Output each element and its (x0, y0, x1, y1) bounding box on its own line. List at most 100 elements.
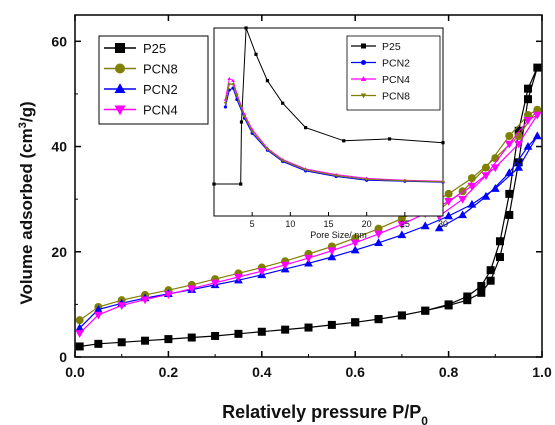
inset-legend-marker (360, 93, 367, 99)
inset-data-point (231, 78, 235, 82)
data-point (350, 239, 360, 248)
data-point (444, 189, 453, 198)
inset-data-point (231, 83, 235, 87)
data-point (117, 338, 126, 347)
data-point (458, 195, 468, 204)
inset-x-tick-label: 10 (285, 219, 295, 229)
data-point (257, 268, 267, 276)
data-point (211, 331, 220, 340)
data-point (481, 172, 491, 181)
main-plot: 0.0 0.2 0.4 0.6 0.8 1.0 0 20 40 60 (51, 14, 552, 380)
data-point (504, 140, 514, 149)
y-axis-label-main: Volume adsorbed (cm (17, 128, 36, 304)
data-point (397, 230, 407, 239)
data-point (467, 174, 476, 183)
inset-legend-label: P25 (382, 41, 401, 53)
data-point (327, 252, 337, 261)
y-tick-label: 20 (51, 244, 67, 260)
inset-data-point (212, 182, 216, 186)
data-point (444, 211, 453, 220)
data-point (463, 296, 472, 305)
inset-legend-marker (361, 43, 366, 49)
data-point (523, 141, 533, 150)
inset-data-point (342, 139, 346, 143)
y-axis-label-sup: 3 (17, 122, 29, 128)
inset-x-tick-label: 15 (323, 219, 333, 229)
inset-data-point (304, 126, 308, 130)
data-point (304, 323, 313, 332)
data-point (505, 210, 514, 219)
data-point (514, 140, 524, 149)
inset-data-point (441, 141, 445, 145)
series-pcn4 (75, 111, 542, 338)
data-point (532, 131, 542, 140)
x-tick-label: 0.2 (159, 364, 179, 380)
y-axis-label: Volume adsorbed (cm3/g) (17, 101, 36, 304)
inset-data-point (265, 79, 270, 83)
data-point (187, 285, 197, 294)
data-point (374, 238, 383, 247)
data-point (434, 223, 444, 232)
data-point (477, 288, 486, 297)
inset-data-point (223, 101, 228, 106)
data-point (533, 105, 542, 114)
inset-legend-marker (361, 60, 366, 65)
inset-legend: P25 PCN2 PCN4 PCN8 (346, 35, 441, 111)
legend-marker (114, 83, 126, 93)
data-point (374, 224, 383, 233)
x-tick-label: 0.8 (439, 364, 459, 380)
data-point (117, 302, 127, 311)
inset-legend-label: PCN8 (382, 91, 410, 103)
data-point (444, 198, 453, 206)
x-axis-label-sub: 0 (421, 414, 428, 425)
inset-data-point (227, 76, 232, 81)
series-p25 (75, 63, 542, 351)
data-point (467, 182, 477, 191)
data-point (93, 305, 103, 313)
legend-marker (115, 43, 125, 53)
data-point (164, 335, 173, 344)
inset-data-point (334, 174, 338, 178)
data-point (234, 329, 243, 338)
y-tick-label: 0 (59, 349, 67, 365)
inset-data-point (235, 94, 239, 98)
data-point (481, 163, 490, 172)
inset-data-point (265, 147, 270, 152)
data-point (397, 311, 406, 320)
inset-x-axis-label: Pore Size/ nm (310, 230, 367, 240)
data-point (397, 214, 406, 223)
data-point (514, 162, 524, 171)
inset-data-point (244, 26, 248, 30)
data-point (532, 111, 542, 120)
data-point (467, 199, 477, 208)
data-point (257, 327, 266, 336)
inset-data-point (387, 137, 392, 141)
data-point (327, 247, 337, 256)
inset-x-tick-label: 20 (362, 219, 372, 229)
inset-data-point (441, 180, 445, 184)
data-point (523, 110, 532, 119)
inset-data-point (223, 105, 228, 109)
inset-data-point (281, 101, 285, 105)
data-point (477, 281, 486, 290)
inset-data-point (303, 168, 308, 172)
x-tick-label: 0.0 (65, 364, 85, 380)
y-axis-label-end: /g) (17, 101, 36, 122)
x-axis-label: Relatively pressure P/P0 (222, 402, 428, 425)
data-point (495, 237, 504, 246)
inset-x-tick-label: 25 (400, 219, 410, 229)
data-point (481, 191, 491, 200)
inset-data-point (227, 83, 232, 87)
y-tick-label: 60 (51, 33, 67, 49)
legend-label: PCN2 (143, 82, 178, 97)
legend-label: PCN8 (143, 62, 178, 77)
data-point (490, 184, 500, 192)
data-point (486, 266, 495, 275)
data-point (421, 306, 430, 315)
inset-series-p25 (212, 26, 445, 186)
inset-data-point (254, 52, 258, 56)
data-point (523, 95, 532, 104)
data-point (210, 279, 220, 288)
data-point (486, 276, 495, 285)
main-legend: P25 PCN8 PCN2 PCN4 (98, 35, 209, 125)
